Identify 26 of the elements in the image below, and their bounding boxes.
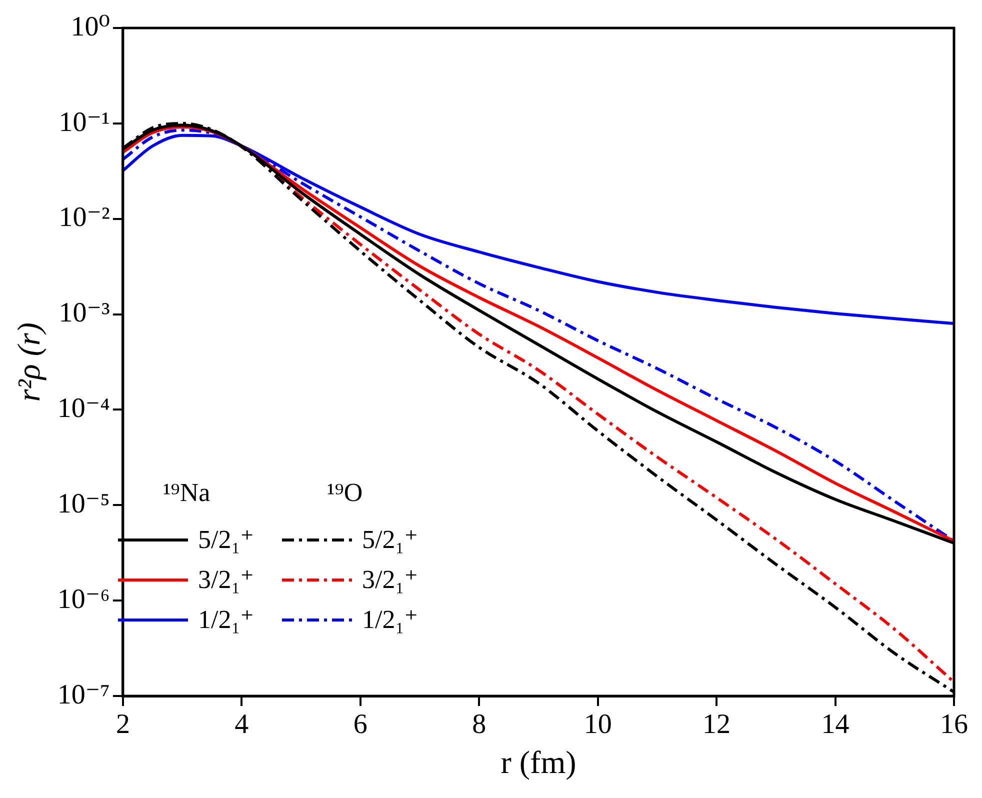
x-tick-label: 16 — [940, 709, 968, 740]
annotation: ¹⁹Na — [162, 478, 212, 509]
x-tick-label: 4 — [234, 709, 249, 740]
x-tick-label: 6 — [353, 709, 368, 740]
x-tick-label: 14 — [821, 709, 850, 740]
x-axis-title: r (fm) — [500, 744, 576, 780]
legend-label: 3/2₁⁺ — [362, 565, 418, 595]
legend-label: 5/2₁⁺ — [198, 525, 254, 555]
y-tick-label: 10⁻⁴ — [57, 393, 110, 424]
x-tick-label: 10 — [584, 709, 612, 740]
legend-label: 5/2₁⁺ — [362, 525, 418, 555]
annotation: ¹⁹O — [326, 478, 364, 509]
x-tick-label: 8 — [472, 709, 486, 740]
legend-label: 3/2₁⁺ — [198, 565, 254, 595]
x-tick-label: 2 — [116, 709, 130, 740]
y-tick-label: 10⁻⁷ — [57, 679, 110, 710]
x-tick-label: 12 — [702, 709, 731, 740]
y-tick-label: 10⁰ — [70, 11, 110, 42]
legend-label: 1/2₁⁺ — [362, 605, 418, 635]
y-tick-label: 10⁻⁵ — [57, 488, 110, 520]
y-tick-label: 10⁻¹ — [58, 106, 110, 138]
y-axis-title: r²ρ (r) — [10, 322, 47, 402]
y-tick-label: 10⁻² — [58, 202, 110, 234]
y-tick-label: 10⁻⁶ — [57, 584, 110, 615]
legend-label: 1/2₁⁺ — [198, 605, 254, 635]
y-tick-label: 10⁻³ — [58, 298, 110, 329]
